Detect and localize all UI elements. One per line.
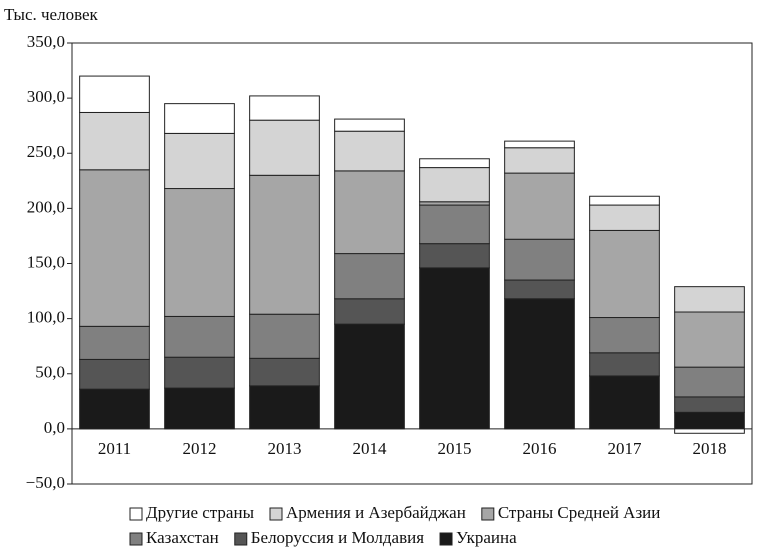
bar-segment	[419, 204, 490, 245]
legend-label: Казахстан	[146, 528, 219, 547]
bar-segment	[504, 147, 575, 174]
bar-segment	[504, 140, 575, 149]
bar-segment	[589, 229, 660, 319]
bar-segment	[674, 396, 745, 413]
y-axis-label: Тыс. человек	[4, 5, 99, 24]
bar-segment	[164, 387, 235, 430]
bar-segment	[674, 428, 745, 434]
bar-segment	[249, 385, 320, 430]
bar-segment	[79, 111, 150, 171]
x-tick-label: 2017	[608, 439, 643, 458]
legend-swatch	[234, 532, 248, 546]
bar-segment	[79, 169, 150, 327]
bar-segment	[334, 170, 405, 255]
bar-segment	[419, 267, 490, 430]
bar-segment	[164, 103, 235, 134]
bar-segment	[504, 298, 575, 430]
bar-segment	[419, 243, 490, 269]
bar-segment	[334, 323, 405, 430]
bar-segment	[164, 315, 235, 358]
legend-swatch	[129, 532, 143, 546]
legend-swatch	[129, 507, 143, 521]
x-tick-label: 2015	[438, 439, 472, 458]
bar-segment	[334, 298, 405, 325]
x-tick-label: 2013	[268, 439, 302, 458]
bar-segment	[79, 325, 150, 360]
y-tick-label: 150,0	[27, 252, 65, 271]
y-tick-label: 200,0	[27, 197, 65, 216]
y-tick-label: 250,0	[27, 142, 65, 161]
bar-segment	[674, 311, 745, 368]
bar-segment	[504, 172, 575, 240]
legend-label: Страны Средней Азии	[498, 503, 661, 522]
bar-segment	[674, 411, 745, 430]
bar-segment	[164, 188, 235, 317]
legend-swatch	[269, 507, 283, 521]
legend-label: Армения и Азербайджан	[286, 503, 466, 522]
bar-segment	[419, 158, 490, 169]
bar-segment	[249, 119, 320, 176]
bar-segment	[79, 358, 150, 390]
bar-segment	[504, 238, 575, 281]
x-tick-label: 2012	[183, 439, 217, 458]
bar-segment	[164, 132, 235, 190]
bar-segment	[79, 388, 150, 430]
legend-label: Другие страны	[146, 503, 255, 522]
bar-segment	[164, 356, 235, 389]
bar-segment	[589, 195, 660, 206]
bar-segment	[249, 357, 320, 387]
y-tick-label: 50,0	[35, 363, 65, 382]
bar-segment	[249, 313, 320, 359]
y-tick-label: 350,0	[27, 32, 65, 51]
bar-segment	[249, 174, 320, 315]
bar-segment	[589, 317, 660, 354]
bar-segment	[589, 375, 660, 430]
x-tick-label: 2011	[98, 439, 131, 458]
legend-label: Украина	[456, 528, 517, 547]
bar-segment	[334, 253, 405, 300]
bar-segment	[504, 279, 575, 300]
y-tick-label: 300,0	[27, 87, 65, 106]
bar-segment	[249, 95, 320, 121]
legend-swatch	[439, 532, 453, 546]
bar-segment	[674, 366, 745, 398]
bar-segment	[334, 130, 405, 172]
bar-segment	[674, 286, 745, 313]
y-tick-label: 0,0	[44, 418, 65, 437]
x-tick-label: 2014	[353, 439, 388, 458]
y-tick-label: 100,0	[27, 308, 65, 327]
bar-segment	[334, 118, 405, 132]
y-tick-label: −50,0	[26, 473, 65, 492]
bar-segment	[419, 167, 490, 203]
x-tick-label: 2018	[693, 439, 727, 458]
x-tick-label: 2016	[523, 439, 557, 458]
legend-swatch	[481, 507, 495, 521]
bar-segment	[589, 352, 660, 377]
bar-segment	[79, 75, 150, 113]
bar-segment	[589, 204, 660, 231]
legend-label: Белоруссия и Молдавия	[251, 528, 424, 547]
